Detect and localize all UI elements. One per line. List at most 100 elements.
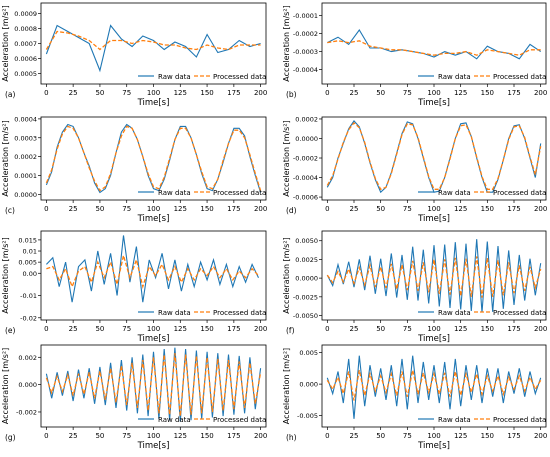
legend-processed-label: Processed data bbox=[213, 189, 266, 197]
x-tick-label: 0 bbox=[325, 89, 329, 97]
panel-label: (e) bbox=[5, 326, 16, 335]
x-tick-label: 100 bbox=[427, 432, 440, 440]
axes-frame bbox=[40, 230, 267, 321]
x-tick-label: 50 bbox=[95, 432, 104, 440]
x-tick-label: 175 bbox=[507, 432, 520, 440]
x-tick-label: 75 bbox=[122, 325, 131, 333]
y-axis-label: Acceleration [m/s²] bbox=[1, 120, 10, 196]
x-tick-label: 150 bbox=[200, 432, 213, 440]
x-tick-label: 150 bbox=[481, 205, 494, 213]
legend-raw-label: Raw data bbox=[438, 73, 471, 81]
axes-frame bbox=[40, 2, 267, 85]
y-axis-label: Acceleration [m/s²] bbox=[1, 348, 10, 424]
y-tick-label: -0.0050 bbox=[293, 312, 318, 320]
x-tick-label: 200 bbox=[534, 325, 547, 333]
x-tick-label: 50 bbox=[376, 432, 385, 440]
y-tick-label: -0.0002 bbox=[293, 30, 318, 38]
x-tick-label: 0 bbox=[44, 205, 48, 213]
x-tick-label: 25 bbox=[350, 89, 359, 97]
x-axis-label: Time[s] bbox=[137, 441, 170, 451]
x-tick-label: 50 bbox=[95, 89, 104, 97]
legend-raw-label: Raw data bbox=[438, 309, 471, 317]
axes-frame bbox=[321, 2, 547, 85]
legend-raw-label: Raw data bbox=[438, 189, 471, 197]
x-tick-label: 75 bbox=[122, 432, 131, 440]
y-tick-label: -0.0001 bbox=[293, 12, 318, 20]
y-tick-label: -0.0004 bbox=[293, 174, 318, 182]
x-tick-label: 175 bbox=[507, 325, 520, 333]
x-tick-label: 50 bbox=[95, 205, 104, 213]
x-tick-label: 25 bbox=[69, 432, 78, 440]
y-tick-label: 0.0007 bbox=[14, 40, 37, 48]
x-tick-label: 50 bbox=[95, 325, 104, 333]
y-tick-label: -0.0006 bbox=[293, 194, 318, 202]
y-tick-label: 0.0050 bbox=[295, 237, 318, 245]
x-tick-label: 75 bbox=[122, 205, 131, 213]
panel-label: (h) bbox=[286, 433, 297, 442]
panel-label: (f) bbox=[286, 326, 295, 335]
x-tick-label: 175 bbox=[227, 205, 240, 213]
y-axis-label: Acceleration [m/s²] bbox=[282, 120, 291, 196]
y-tick-label: 0.0002 bbox=[14, 153, 37, 161]
panel-label: (a) bbox=[5, 90, 16, 99]
x-tick-label: 175 bbox=[227, 89, 240, 97]
y-axis-label: Acceleration [m/s²] bbox=[282, 348, 291, 424]
y-tick-label: 0.0008 bbox=[14, 25, 37, 33]
x-tick-label: 0 bbox=[325, 205, 329, 213]
legend-raw-label: Raw data bbox=[158, 416, 191, 424]
y-tick-label: -0.0003 bbox=[293, 48, 318, 56]
legend-processed-label: Processed data bbox=[493, 416, 546, 424]
panel-label: (d) bbox=[286, 206, 297, 215]
x-tick-label: 0 bbox=[325, 325, 329, 333]
x-tick-label: 125 bbox=[174, 325, 187, 333]
raw-data-line bbox=[45, 123, 262, 194]
chart-panel-c: 0 25 50 75 100 125 150 175 200 0.0000 0.0001 0.0002… bbox=[1, 115, 267, 224]
x-axis-label: Time[s] bbox=[137, 214, 170, 224]
x-tick-label: 150 bbox=[200, 89, 213, 97]
x-tick-label: 150 bbox=[481, 432, 494, 440]
raw-data-line bbox=[326, 120, 542, 194]
y-tick-label: 0.0000 bbox=[14, 191, 37, 199]
x-tick-label: 125 bbox=[454, 325, 467, 333]
x-axis-label: Time[s] bbox=[417, 334, 450, 344]
y-axis-label: Acceleration [m/s²] bbox=[1, 237, 10, 313]
x-tick-label: 50 bbox=[376, 205, 385, 213]
chart-panel-g: 0 25 50 75 100 125 150 175 200 -0.002 0.000 0.002 Ra… bbox=[1, 344, 267, 451]
y-tick-label: 0.0004 bbox=[14, 115, 37, 123]
y-tick-label: -0.0004 bbox=[293, 66, 318, 74]
x-axis-label: Time[s] bbox=[417, 98, 450, 108]
x-tick-label: 125 bbox=[174, 89, 187, 97]
y-tick-label: 0.0006 bbox=[14, 55, 37, 63]
x-tick-label: 150 bbox=[481, 89, 494, 97]
raw-data-line bbox=[326, 239, 542, 313]
legend-processed-label: Processed data bbox=[213, 416, 266, 424]
processed-data-line bbox=[326, 256, 542, 298]
x-tick-label: 200 bbox=[254, 89, 267, 97]
y-tick-label: 0.015 bbox=[18, 236, 37, 244]
processed-data-line bbox=[326, 370, 542, 401]
x-tick-label: 75 bbox=[403, 325, 412, 333]
y-tick-label: 0.000 bbox=[299, 381, 318, 389]
x-tick-label: 100 bbox=[427, 325, 440, 333]
legend-processed-label: Processed data bbox=[213, 73, 266, 81]
y-tick-label: 0.0000 bbox=[295, 275, 318, 283]
x-tick-label: 0 bbox=[325, 432, 329, 440]
y-tick-label: -0.005 bbox=[297, 412, 318, 420]
chart-panel-d: 0 25 50 75 100 125 150 175 200 -0.0006 -0.0004 -0.0… bbox=[282, 115, 547, 224]
x-tick-label: 25 bbox=[69, 205, 78, 213]
x-tick-label: 200 bbox=[534, 89, 547, 97]
x-tick-label: 75 bbox=[403, 205, 412, 213]
y-axis-label: Acceleration [m/s²] bbox=[282, 237, 291, 313]
panel-label: (g) bbox=[5, 433, 16, 442]
x-tick-label: 200 bbox=[254, 205, 267, 213]
legend-raw-label: Raw data bbox=[158, 73, 191, 81]
x-tick-label: 100 bbox=[427, 89, 440, 97]
y-tick-label: 0.01 bbox=[23, 248, 37, 256]
x-tick-label: 25 bbox=[350, 325, 359, 333]
x-tick-label: 25 bbox=[69, 89, 78, 97]
legend-processed-label: Processed data bbox=[493, 189, 546, 197]
x-axis-label: Time[s] bbox=[417, 214, 450, 224]
x-tick-label: 125 bbox=[174, 205, 187, 213]
panel-label: (c) bbox=[5, 206, 15, 215]
